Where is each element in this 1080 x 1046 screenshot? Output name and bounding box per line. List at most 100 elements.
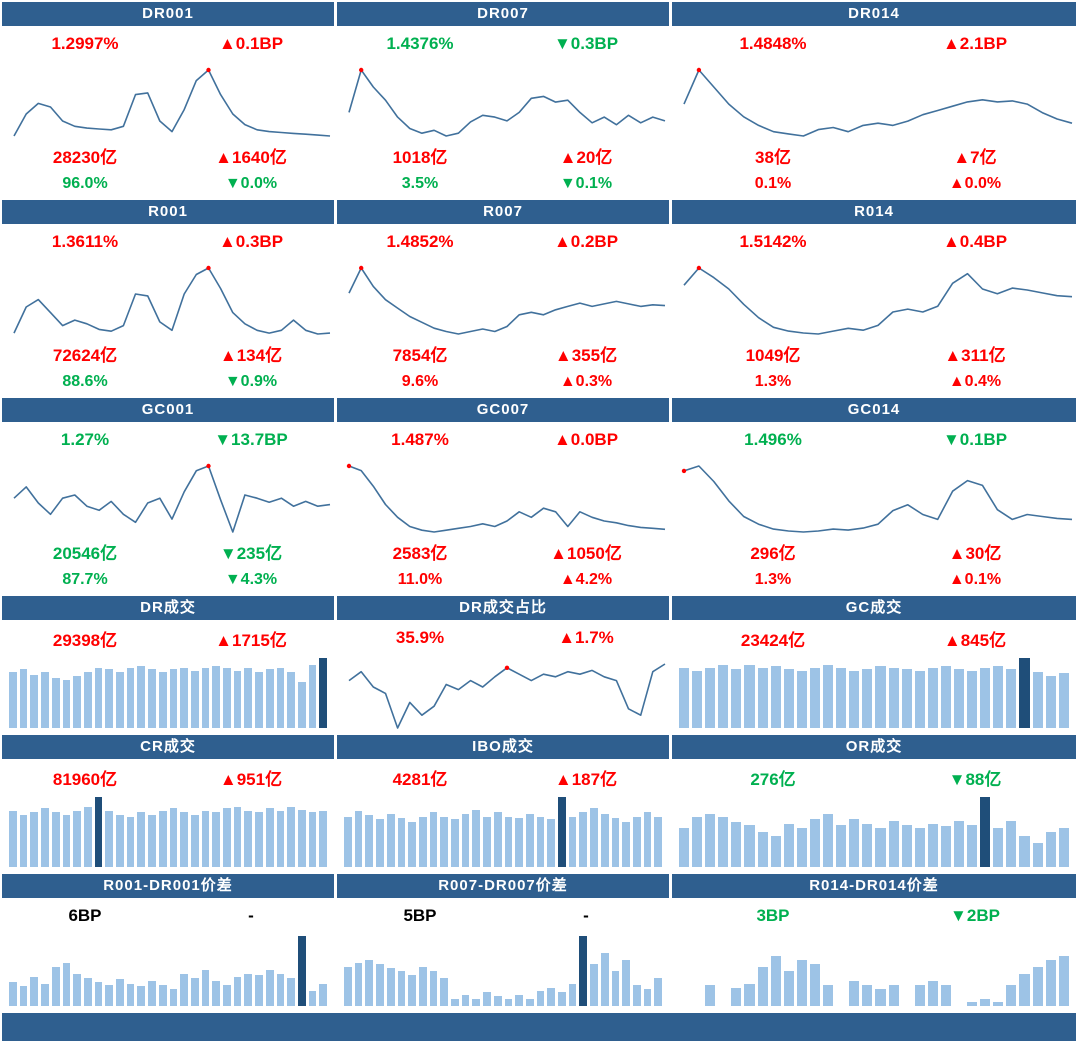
volume-bar (823, 813, 834, 867)
volume-bar (718, 665, 729, 728)
volume-bar (158, 672, 167, 728)
dr007-sparkline (337, 62, 669, 140)
panel-title: CR成交 (2, 735, 334, 759)
volume-bar (9, 811, 17, 867)
volume-bar (862, 985, 873, 1006)
stat-change: ▼88亿 (948, 769, 1002, 789)
volume-bar (94, 982, 103, 1006)
volume-bar (940, 826, 951, 867)
sparkline-svg (683, 67, 1073, 137)
share-value: 3.5% (401, 174, 439, 192)
volume-bar (190, 978, 199, 1006)
panel-title: R014-DR014价差 (672, 874, 1076, 898)
volume-bar (30, 976, 39, 1006)
volume-bar (809, 667, 821, 728)
stat-change: ▲951亿 (219, 769, 283, 789)
volume-value: 38亿 (755, 147, 791, 167)
volume-bar (212, 980, 221, 1006)
rate-change: ▲0.3BP (218, 232, 284, 251)
spread-change: ▼2BP (950, 906, 1000, 925)
volume-bar (888, 820, 899, 867)
volume-bar (823, 985, 834, 1006)
highlighted-volume-bar (319, 658, 328, 728)
volume-bar (276, 973, 285, 1006)
volume-bar (1058, 955, 1069, 1006)
volume-bar (148, 669, 156, 728)
volume-change: ▲1640亿 (215, 147, 287, 167)
share-value: 11.0% (397, 570, 443, 588)
volume-bar (515, 818, 523, 867)
volume-bar (980, 667, 991, 728)
panel-r001: R001 1.3611% ▲0.3BP 72624亿 ▲134亿 88.6% ▼… (2, 200, 334, 395)
rate-value: 1.487% (391, 430, 449, 449)
rate-value: 1.496% (744, 430, 802, 449)
volume-bar (451, 819, 459, 867)
share-row: 1.3% ▲0.1% (672, 566, 1076, 593)
panel-title: OR成交 (672, 735, 1076, 759)
volume-bar (105, 669, 114, 728)
volume-bar (287, 806, 295, 867)
volume-bar (83, 978, 92, 1006)
volume-bar (255, 812, 263, 867)
panel-title: DR007 (337, 2, 669, 26)
volume-bar (590, 808, 598, 867)
volume-bar (19, 815, 28, 867)
volume-bar (440, 816, 449, 867)
volume-bar (849, 819, 860, 867)
volume-bar (783, 669, 794, 728)
share-value: 87.7% (62, 570, 108, 588)
volume-bar (770, 955, 781, 1006)
volume-bar (265, 808, 274, 867)
volume-bar (265, 669, 274, 728)
volume-bar (344, 816, 352, 867)
volume-bar (83, 672, 92, 728)
panel-dr001: DR001 1.2997% ▲0.1BP 28230亿 ▲1640亿 96.0%… (2, 2, 334, 197)
volume-bar (83, 806, 92, 867)
volume-bar (212, 812, 221, 867)
volume-bar (632, 985, 641, 1006)
volume-bar (600, 952, 609, 1006)
volume-bar (980, 999, 991, 1006)
volume-bar (1019, 836, 1030, 867)
volume-bar (408, 822, 416, 867)
volume-bar (1032, 966, 1043, 1006)
share-change: ▼0.0% (224, 174, 278, 192)
or-volume-bar-chart (672, 795, 1076, 871)
volume-bar (568, 983, 577, 1006)
volume-bar (568, 816, 577, 867)
volume-bar (757, 966, 768, 1006)
volume-bar (451, 999, 459, 1006)
volume-bar (654, 816, 663, 867)
sparkline-svg (348, 663, 666, 729)
volume-bar (823, 665, 834, 728)
panel-title: R007-DR007价差 (337, 874, 669, 898)
volume-bar (429, 971, 438, 1006)
volume-bar (901, 669, 912, 728)
volume-row: 1049亿 ▲311亿 (672, 338, 1076, 368)
volume-bar (9, 982, 17, 1006)
volume-row: 2583亿 ▲1050亿 (337, 536, 669, 566)
share-value: 96.0% (62, 174, 108, 192)
volume-change: ▲20亿 (559, 147, 613, 167)
rate-change: ▲0.0BP (553, 430, 619, 449)
volume-bar (287, 672, 295, 728)
share-row: 87.7% ▼4.3% (2, 566, 334, 593)
volume-bar (901, 825, 912, 867)
share-change: ▲0.1% (948, 570, 1002, 588)
volume-bar (126, 667, 135, 728)
panel-title: GC014 (672, 398, 1076, 422)
share-change: ▲0.4% (948, 372, 1002, 390)
volume-bar (1032, 672, 1043, 728)
volume-bar (1058, 673, 1069, 728)
volume-bar (376, 964, 384, 1006)
volume-bar (344, 966, 352, 1006)
spread-value: 6BP (68, 906, 102, 925)
panel-title: GC成交 (672, 596, 1076, 620)
volume-bar (1045, 676, 1056, 728)
stat-value: 4281亿 (392, 769, 448, 789)
share-value: 1.3% (754, 372, 792, 390)
share-change: ▼0.9% (224, 372, 278, 390)
share-change: ▼4.3% (224, 570, 278, 588)
volume-bar (180, 812, 188, 867)
